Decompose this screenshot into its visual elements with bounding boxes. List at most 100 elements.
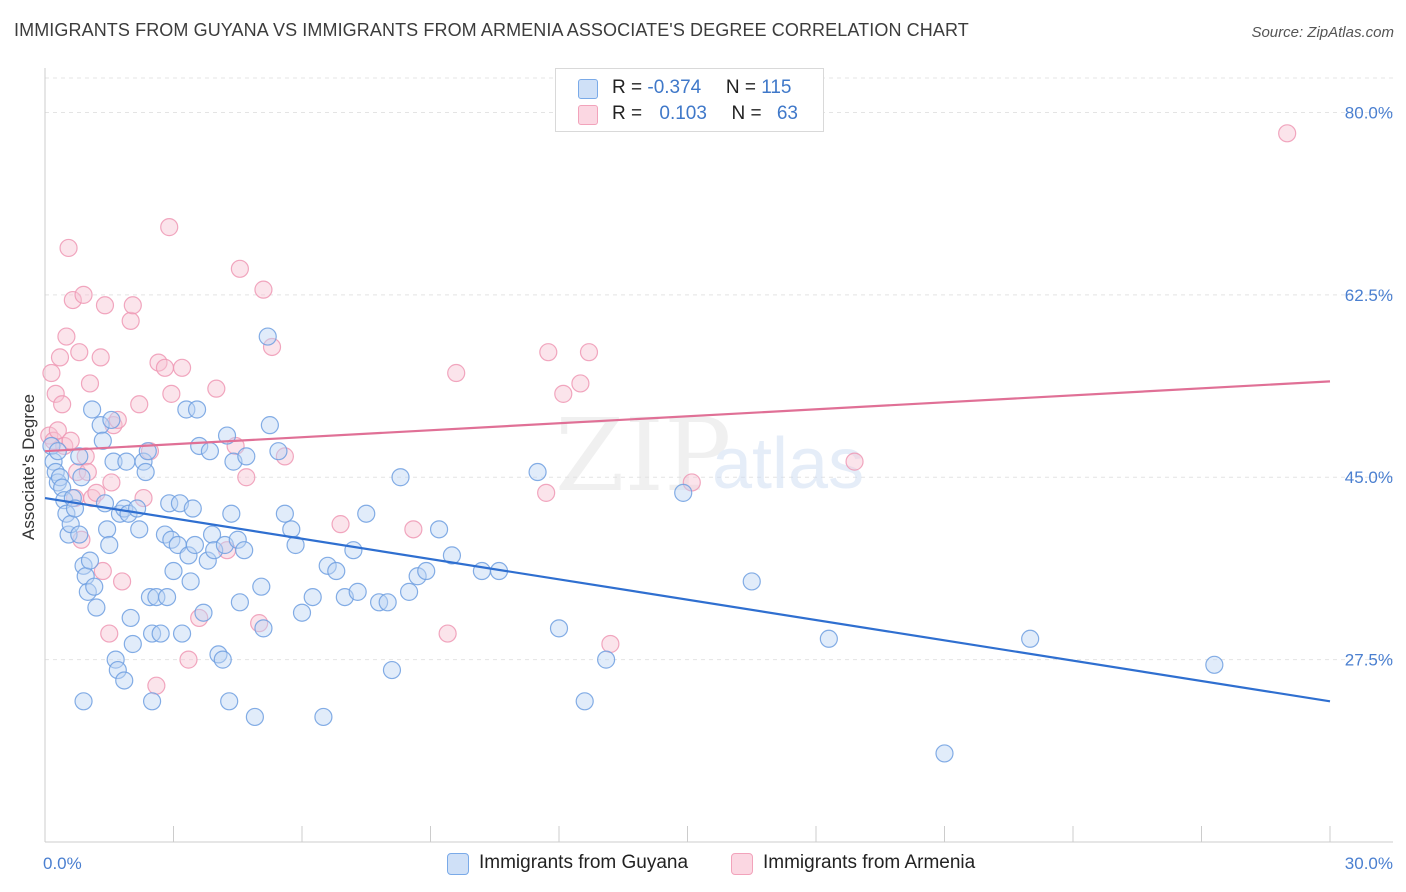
y-axis-label: Associate's Degree [19,394,38,540]
trend-line-armenia [44,380,1331,453]
data-point [597,650,616,669]
data-point [157,587,177,607]
data-point [123,296,142,315]
data-point [185,535,205,555]
x-tick-label: 30.0% [1345,854,1393,873]
data-point [549,619,569,638]
data-point [183,499,202,518]
data-point [935,744,954,763]
legend-n-label: N = [731,103,767,124]
data-point [207,379,226,398]
y-tick-label: 45.0% [1345,468,1393,487]
trend-lines [44,380,1331,703]
data-point [102,410,121,430]
data-point [528,462,547,482]
data-point [237,447,256,466]
legend-r-value: 0.103 [659,103,707,124]
data-point [115,671,134,690]
data-point [539,343,558,362]
data-point [235,541,254,560]
data-point [382,660,402,680]
data-point [601,634,620,654]
data-point [1278,124,1297,143]
data-point [205,541,224,560]
legend-n-value: 115 [761,77,792,98]
data-point [429,520,449,539]
data-point [417,561,436,581]
data-point [442,546,462,565]
chart-title: IMMIGRANTS FROM GUYANA VS IMMIGRANTS FRO… [14,20,969,40]
data-point [286,535,305,555]
data-point [575,692,594,711]
legend-swatch-armenia [731,853,753,875]
data-point [83,400,102,419]
data-point [258,327,277,346]
data-point [121,608,140,628]
data-point [252,577,271,596]
y-tick-label: 62.5% [1345,286,1393,305]
data-point [91,416,110,435]
watermark-atlas: atlas [712,424,864,504]
data-point [292,603,312,622]
watermark: ZIP atlas [555,397,864,514]
data-point [134,488,153,508]
data-point [213,650,232,669]
data-point [222,504,241,523]
data-point [160,494,179,513]
data-point [198,551,217,570]
data-point [80,374,100,393]
data-point [136,462,155,482]
correlation-legend: R = -0.374 N = 115 R = 0.103 N = 63 [555,68,824,132]
data-point [63,290,82,310]
legend-label-guyana: Immigrants from Guyana [479,852,689,873]
data-point [331,515,350,534]
data-point [357,504,376,523]
data-point [147,676,166,695]
data-point [447,363,466,383]
data-point [554,384,573,403]
data-point [314,707,333,727]
data-point [399,582,419,601]
legend-swatch-guyana [578,79,598,99]
data-point [228,530,247,549]
data-point [579,343,599,362]
x-tick-label: 0.0% [43,854,82,873]
series-armenia-points [40,124,1297,695]
data-point [1021,629,1040,648]
legend-r-value: -0.374 [647,77,702,98]
data-point [112,572,132,591]
data-point [571,374,590,393]
data-point [160,218,179,237]
data-point [181,572,200,591]
data-point [42,363,61,383]
data-point [147,587,166,607]
data-point [408,567,427,586]
data-point [269,442,288,461]
grid-lines [45,77,1393,661]
data-point [53,395,72,414]
data-point [85,577,104,596]
data-point [59,238,78,258]
data-point [217,426,237,445]
y-tick-label: 80.0% [1345,103,1393,122]
data-point [230,259,249,278]
axes [44,68,1393,843]
data-point [104,452,123,471]
data-point [100,535,119,555]
data-point [230,593,249,612]
data-point [438,624,457,643]
data-point [237,468,256,487]
data-point [1205,655,1224,674]
data-point [98,520,117,539]
data-point [404,520,423,539]
data-point [172,624,192,643]
data-point [194,603,213,622]
data-point [46,384,65,403]
legend-n-label: N = [725,77,762,98]
data-point [254,280,273,299]
legend-r-label: R = [612,77,648,98]
data-point [742,572,761,591]
data-point [220,692,239,711]
data-point [344,541,363,560]
